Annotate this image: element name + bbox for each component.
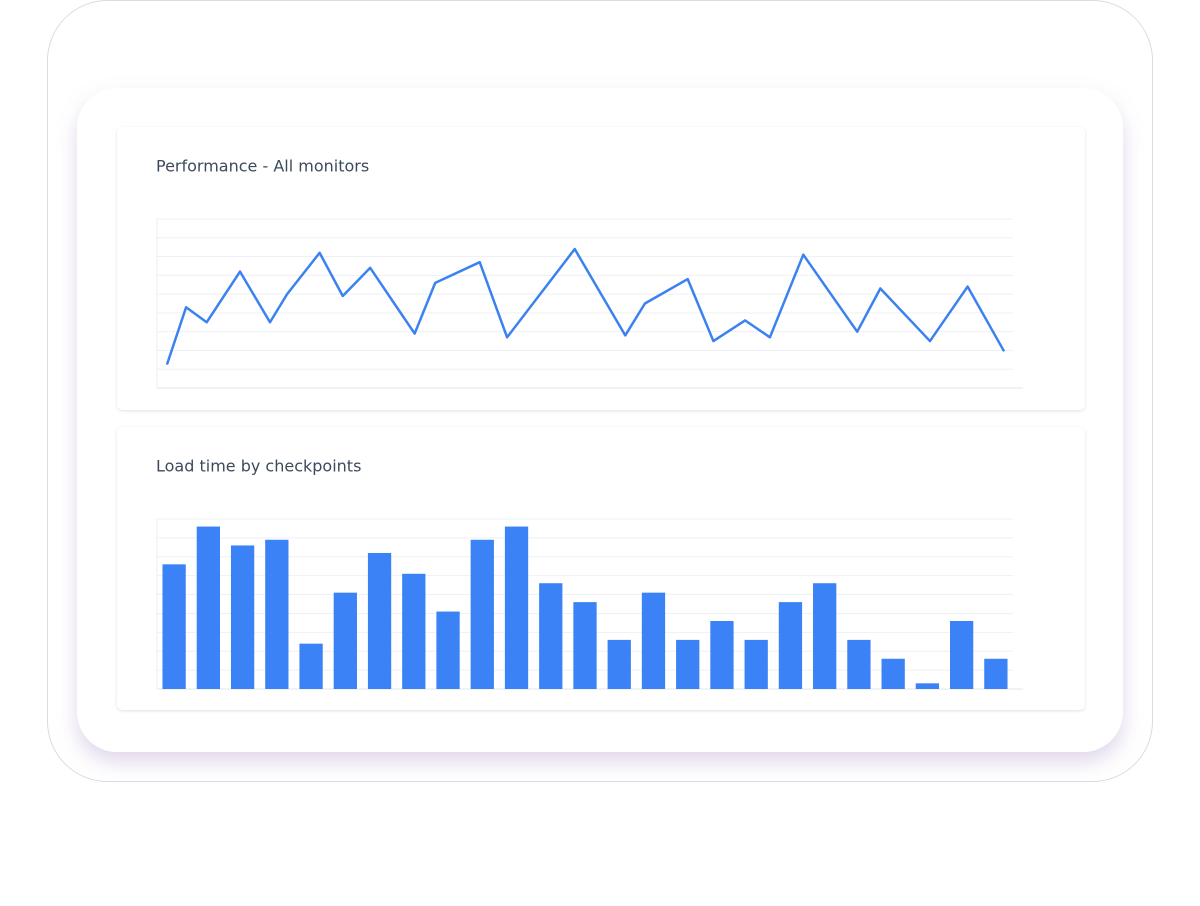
bar — [813, 583, 837, 689]
bar — [436, 611, 460, 689]
chart-title: Load time by checkpoints — [156, 457, 361, 476]
bar — [333, 592, 357, 689]
bar — [676, 639, 700, 689]
line — [166, 247, 1005, 365]
bar — [265, 539, 289, 689]
bar — [915, 683, 940, 689]
bar — [162, 564, 186, 689]
bar — [710, 621, 734, 689]
bar — [949, 621, 974, 689]
panel — [117, 127, 1085, 410]
bar — [402, 573, 426, 689]
bar — [881, 658, 905, 689]
bar — [744, 639, 768, 689]
bar — [641, 592, 666, 689]
bar — [607, 639, 631, 689]
bar — [470, 539, 494, 689]
chart-title: Performance - All monitors — [156, 157, 369, 176]
bar — [367, 553, 392, 689]
bar — [230, 545, 255, 689]
bar — [778, 602, 803, 689]
panel — [117, 427, 1085, 710]
bar — [196, 526, 221, 689]
bar — [847, 639, 871, 689]
bar — [299, 643, 323, 689]
bar — [504, 526, 529, 689]
bar — [573, 602, 597, 689]
bar — [539, 583, 563, 689]
bar — [984, 658, 1008, 689]
